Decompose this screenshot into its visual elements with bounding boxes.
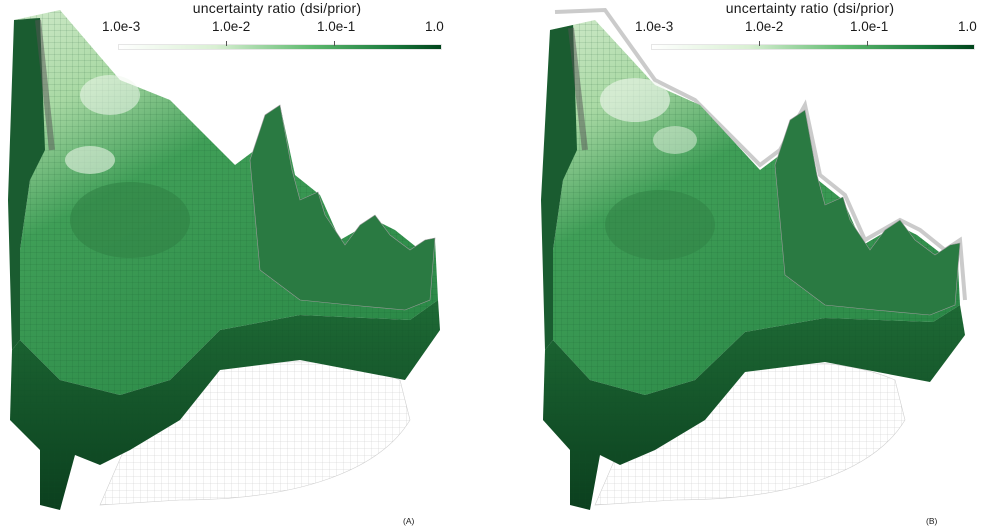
colorbar-title: uncertainty ratio (dsi/prior) <box>192 0 362 16</box>
colorbar-tick <box>334 41 335 46</box>
colorbar-tick-label: 1.0e-3 <box>102 19 141 34</box>
colorbar-tick-label: 1.0e-2 <box>745 19 784 34</box>
colorbar-tick <box>759 41 760 46</box>
colorbar-tick-label: 1.0 <box>958 19 977 34</box>
colorbar-tick <box>867 41 868 46</box>
panel-label: (A) <box>403 516 415 526</box>
colorbar-tick <box>226 41 227 46</box>
colorbar-gradient <box>118 44 442 50</box>
colorbar: uncertainty ratio (dsi/prior) 1.0e-3 1.0… <box>102 0 444 70</box>
colorbar-tick-label: 1.0e-2 <box>212 19 251 34</box>
colorbar-title: uncertainty ratio (dsi/prior) <box>725 0 895 16</box>
panel-a: uncertainty ratio (dsi/prior) 1.0e-3 1.0… <box>0 0 494 532</box>
colorbar-tick-label: 1.0 <box>425 19 444 34</box>
panel-label: (B) <box>926 516 938 526</box>
colorbar-gradient <box>651 44 975 50</box>
colorbar: uncertainty ratio (dsi/prior) 1.0e-3 1.0… <box>635 0 977 70</box>
reservoir-model-3d <box>8 10 440 510</box>
colorbar-tick-label: 1.0e-1 <box>317 19 356 34</box>
mesh-envelope <box>554 7 967 301</box>
model-left-wall <box>8 18 45 350</box>
colorbar-tick-label: 1.0e-1 <box>850 19 889 34</box>
ridge-spikes <box>249 104 436 311</box>
model-left-wall <box>541 25 577 350</box>
ridge-spikes <box>774 109 961 316</box>
colorbar-tick-label: 1.0e-3 <box>635 19 674 34</box>
panel-b: uncertainty ratio (dsi/prior) 1.0e-3 1.0… <box>495 0 989 532</box>
reservoir-model-3d <box>541 7 967 510</box>
